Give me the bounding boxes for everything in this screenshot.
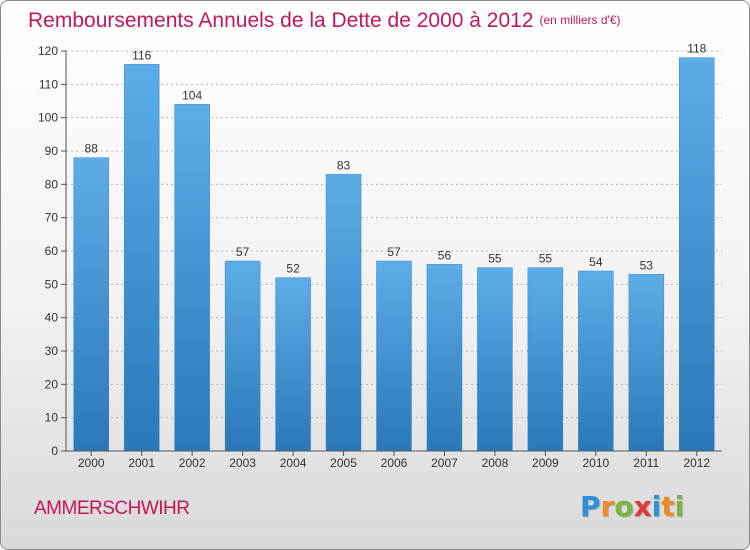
logo-letter: P <box>580 490 601 523</box>
bar-value-label: 55 <box>488 252 502 266</box>
bar <box>477 267 513 452</box>
bar <box>628 274 665 452</box>
y-tick-label: 40 <box>45 311 59 325</box>
y-tick-label: 70 <box>45 211 59 225</box>
x-tick-label: 2009 <box>532 456 559 470</box>
bar <box>174 104 210 452</box>
y-tick-label: 110 <box>39 77 58 91</box>
logo-letter: i <box>651 490 662 523</box>
bar-value-label: 56 <box>438 248 452 262</box>
y-tick-label: 0 <box>51 444 58 458</box>
bar <box>527 267 564 452</box>
x-tick-label: 2001 <box>128 456 155 470</box>
chart-unit-label: (en milliers d'€) <box>539 13 621 27</box>
bar <box>224 260 261 452</box>
bar-value-label: 53 <box>640 258 654 272</box>
bar <box>578 270 614 452</box>
y-tick-label: 20 <box>45 377 59 391</box>
y-tick-label: 80 <box>45 177 59 191</box>
logo-letter: t <box>661 490 675 523</box>
x-tick-label: 2003 <box>229 456 256 470</box>
y-tick-label: 50 <box>45 277 59 291</box>
x-tick-label: 2011 <box>633 456 659 470</box>
chart-title-text: Remboursements Annuels de la Dette de 20… <box>28 9 534 32</box>
bar <box>275 277 311 452</box>
logo-letter: x <box>633 490 652 523</box>
bar <box>325 174 362 452</box>
x-tick-label: 2002 <box>179 456 206 470</box>
bar-value-label: 116 <box>132 48 151 62</box>
bar <box>376 260 412 452</box>
bar-value-label: 55 <box>539 252 553 266</box>
x-tick-label: 2006 <box>381 456 408 470</box>
y-tick-label: 30 <box>45 344 59 358</box>
y-tick-label: 90 <box>45 144 59 158</box>
y-tick-label: 100 <box>38 111 58 125</box>
bar-value-label: 57 <box>387 245 401 259</box>
x-tick-label: 2008 <box>482 456 509 470</box>
bar-value-label: 52 <box>286 262 300 276</box>
bar-value-label: 83 <box>337 158 351 172</box>
bar-value-label: 54 <box>589 255 603 269</box>
bar-value-label: 57 <box>236 245 250 259</box>
x-tick-label: 2005 <box>330 456 357 470</box>
x-tick-label: 2000 <box>78 456 105 470</box>
bar <box>426 264 463 452</box>
bar-value-label: 104 <box>182 88 202 102</box>
bar-value-label: 118 <box>687 42 706 56</box>
x-tick-label: 2010 <box>582 456 609 470</box>
bar-value-label: 88 <box>85 142 99 156</box>
town-name: AMMERSCHWIHR <box>34 498 190 519</box>
x-tick-label: 2012 <box>683 456 710 470</box>
y-tick-label: 60 <box>45 244 59 258</box>
x-tick-label: 2004 <box>280 456 307 470</box>
x-tick-label: 2007 <box>431 456 458 470</box>
chart-title: Remboursements Annuels de la Dette de 20… <box>28 9 621 33</box>
y-axis: 0 10 20 30 40 50 60 70 80 90 100 110 120 <box>38 44 67 458</box>
x-axis: 2000 2001 2002 2003 2004 2005 2006 2007 2008 2009… <box>66 450 722 470</box>
bar <box>123 64 160 452</box>
bars: 88 116 104 57 52 83 57 56 55 55 54 53 118 <box>73 42 715 452</box>
bar <box>679 57 715 452</box>
logo-letter: i <box>674 490 685 523</box>
logo-letter: o <box>614 490 634 523</box>
bar <box>73 157 109 452</box>
proxiti-logo[interactable]: Proxiti <box>580 490 684 523</box>
logo-letter: r <box>600 490 615 523</box>
y-tick-label: 10 <box>45 411 59 425</box>
y-tick-label: 120 <box>38 44 58 58</box>
